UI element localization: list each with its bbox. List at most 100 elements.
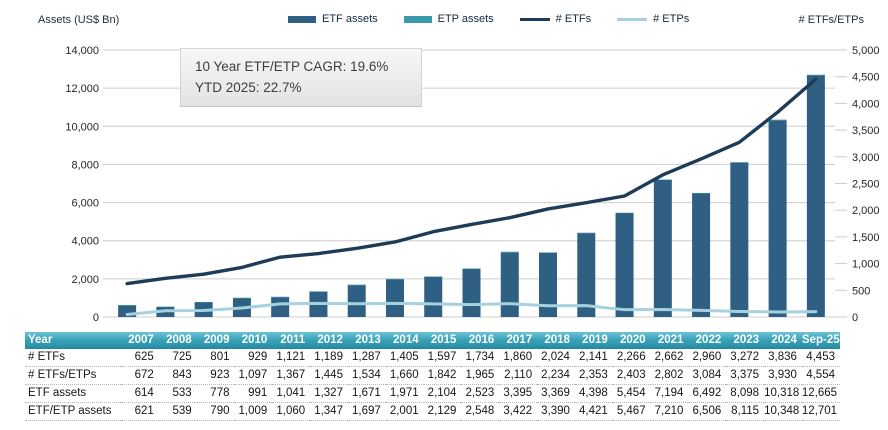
table-cell: 1,697 — [347, 402, 386, 421]
table-cell: 621 — [121, 402, 159, 421]
table-header-cell: 2015 — [423, 332, 462, 349]
table-cell: 2,523 — [461, 384, 500, 403]
table-cell: 1,121 — [272, 349, 311, 367]
left-axis-tick-label: 4,000 — [71, 236, 99, 248]
cagr-annotation-box: 10 Year ETF/ETP CAGR: 19.6% YTD 2025: 22… — [180, 48, 422, 107]
table-cell: 7,194 — [650, 384, 689, 403]
table-header-cell: 2014 — [385, 332, 424, 349]
table-cell: 1,734 — [461, 349, 500, 367]
etf-assets-bar — [500, 252, 519, 317]
left-axis-tick-label: 14,000 — [65, 45, 99, 57]
table-cell: 2,110 — [499, 366, 538, 385]
table-cell: 4,554 — [801, 366, 840, 385]
table-cell: 725 — [158, 349, 197, 367]
right-axis-tick-label: 500 — [852, 285, 870, 297]
table-row-label: ETF assets — [25, 384, 121, 403]
table-cell: 4,453 — [801, 349, 840, 367]
table-cell: 3,369 — [537, 384, 575, 403]
right-axis-tick-label: 3,500 — [852, 125, 880, 137]
table-row: ETF assets 614 533 778 991 1,041 1,327 1,671 1,9… — [25, 384, 840, 403]
num-etfs-line — [125, 77, 818, 286]
table-cell: 2,548 — [461, 402, 500, 421]
etf-assets-bar — [385, 279, 404, 317]
left-axis-tick-label: 6,000 — [71, 198, 99, 210]
table-cell: 1,009 — [234, 402, 273, 421]
num-etps-line — [125, 301, 818, 316]
table-header-cell: 2018 — [537, 332, 575, 349]
table-cell: 1,971 — [385, 384, 424, 403]
etf-assets-bar — [692, 193, 711, 317]
table-cell: 3,395 — [499, 384, 538, 403]
table-cell: 1,367 — [272, 366, 311, 385]
table-cell: 2,802 — [650, 366, 689, 385]
etf-assets-bar — [347, 285, 366, 317]
table-cell: 2,001 — [385, 402, 424, 421]
table-header-cell: 2020 — [612, 332, 651, 349]
table-cell: 10,348 — [764, 402, 802, 421]
etf-assets-bar — [577, 233, 596, 317]
etf-assets-bar — [653, 179, 672, 317]
etf-assets-bar — [271, 297, 290, 317]
table-cell: 1,445 — [310, 366, 348, 385]
table-cell: 5,454 — [612, 384, 651, 403]
table-cell: 2,141 — [574, 349, 613, 367]
table-cell: 1,965 — [461, 366, 500, 385]
table-cell: 7,210 — [650, 402, 689, 421]
right-axis-tick-label: 4,500 — [852, 72, 880, 84]
table-cell: 2,104 — [423, 384, 462, 403]
table-header-cell: 2007 — [121, 332, 159, 349]
etf-assets-bar — [462, 268, 481, 317]
legend-item-num-etfs: # ETFs — [519, 13, 592, 25]
table-row: # ETFs/ETPs 672 843 923 1,097 1,367 1,445 1,534… — [25, 366, 840, 385]
table-cell: 923 — [196, 366, 235, 385]
legend-label: # ETPs — [653, 13, 690, 25]
table-cell: 1,534 — [347, 366, 386, 385]
ytd-line: YTD 2025: 22.7% — [195, 80, 302, 95]
etp-assets-bar — [806, 74, 825, 76]
table-cell: 1,597 — [423, 349, 462, 367]
table-cell: 2,353 — [574, 366, 613, 385]
table-cell: 790 — [196, 402, 235, 421]
table-row: # ETFs 625 725 801 929 1,121 1,189 1,287 1,405 1,… — [25, 349, 840, 367]
table-cell: 1,041 — [272, 384, 311, 403]
num-etps-line-swatch-icon — [617, 17, 648, 21]
etf-assets-bar — [118, 305, 137, 317]
table-cell: 672 — [121, 366, 159, 385]
etf-assets-bar — [806, 75, 825, 317]
table-cell: 1,347 — [310, 402, 348, 421]
left-axis-title: Assets (US$ Bn) — [38, 14, 120, 26]
table-cell: 1,060 — [272, 402, 311, 421]
table-cell: 1,327 — [310, 384, 348, 403]
table-header-cell: 2011 — [272, 332, 311, 349]
chart-data-table: Year 2007 2008 2009 2010 2011 2012 2013 2014 2015… — [25, 332, 840, 421]
table-cell: 991 — [234, 384, 273, 403]
table-header-cell: 2009 — [196, 332, 235, 349]
legend-item-etf-assets: ETF assets — [288, 13, 378, 25]
table-cell: 12,701 — [801, 402, 840, 421]
legend-label: # ETFs — [555, 13, 592, 25]
table-header-cell: 2013 — [347, 332, 386, 349]
table-cell: 929 — [234, 349, 273, 367]
table-cell: 12,665 — [801, 384, 840, 403]
table-cell: 1,287 — [347, 349, 386, 367]
etf-assets-bar — [539, 252, 558, 317]
table-cell: 2,403 — [612, 366, 651, 385]
right-axis-title: # ETFs/ETPs — [798, 14, 864, 26]
etf-assets-bar — [615, 212, 634, 317]
legend-item-etp-assets: ETP assets — [403, 13, 494, 25]
table-cell: 5,467 — [612, 402, 651, 421]
etf-assets-bar — [768, 120, 787, 317]
table-cell: 1,189 — [310, 349, 348, 367]
table-header-cell: 2019 — [574, 332, 613, 349]
left-axis-tick-label: 0 — [93, 312, 99, 324]
etp-assets-bar — [500, 251, 519, 253]
table-cell: 1,671 — [347, 384, 386, 403]
right-axis-tick-label: 2,000 — [852, 205, 880, 217]
etp-assets-bar — [385, 278, 404, 280]
table-cell: 1,860 — [499, 349, 538, 367]
table-cell: 2,129 — [423, 402, 462, 421]
etf-assets-bar — [730, 162, 749, 317]
table-body: # ETFs 625 725 801 929 1,121 1,189 1,287 1,405 1,… — [25, 349, 840, 421]
right-axis-tick-label: 1,000 — [852, 259, 880, 271]
